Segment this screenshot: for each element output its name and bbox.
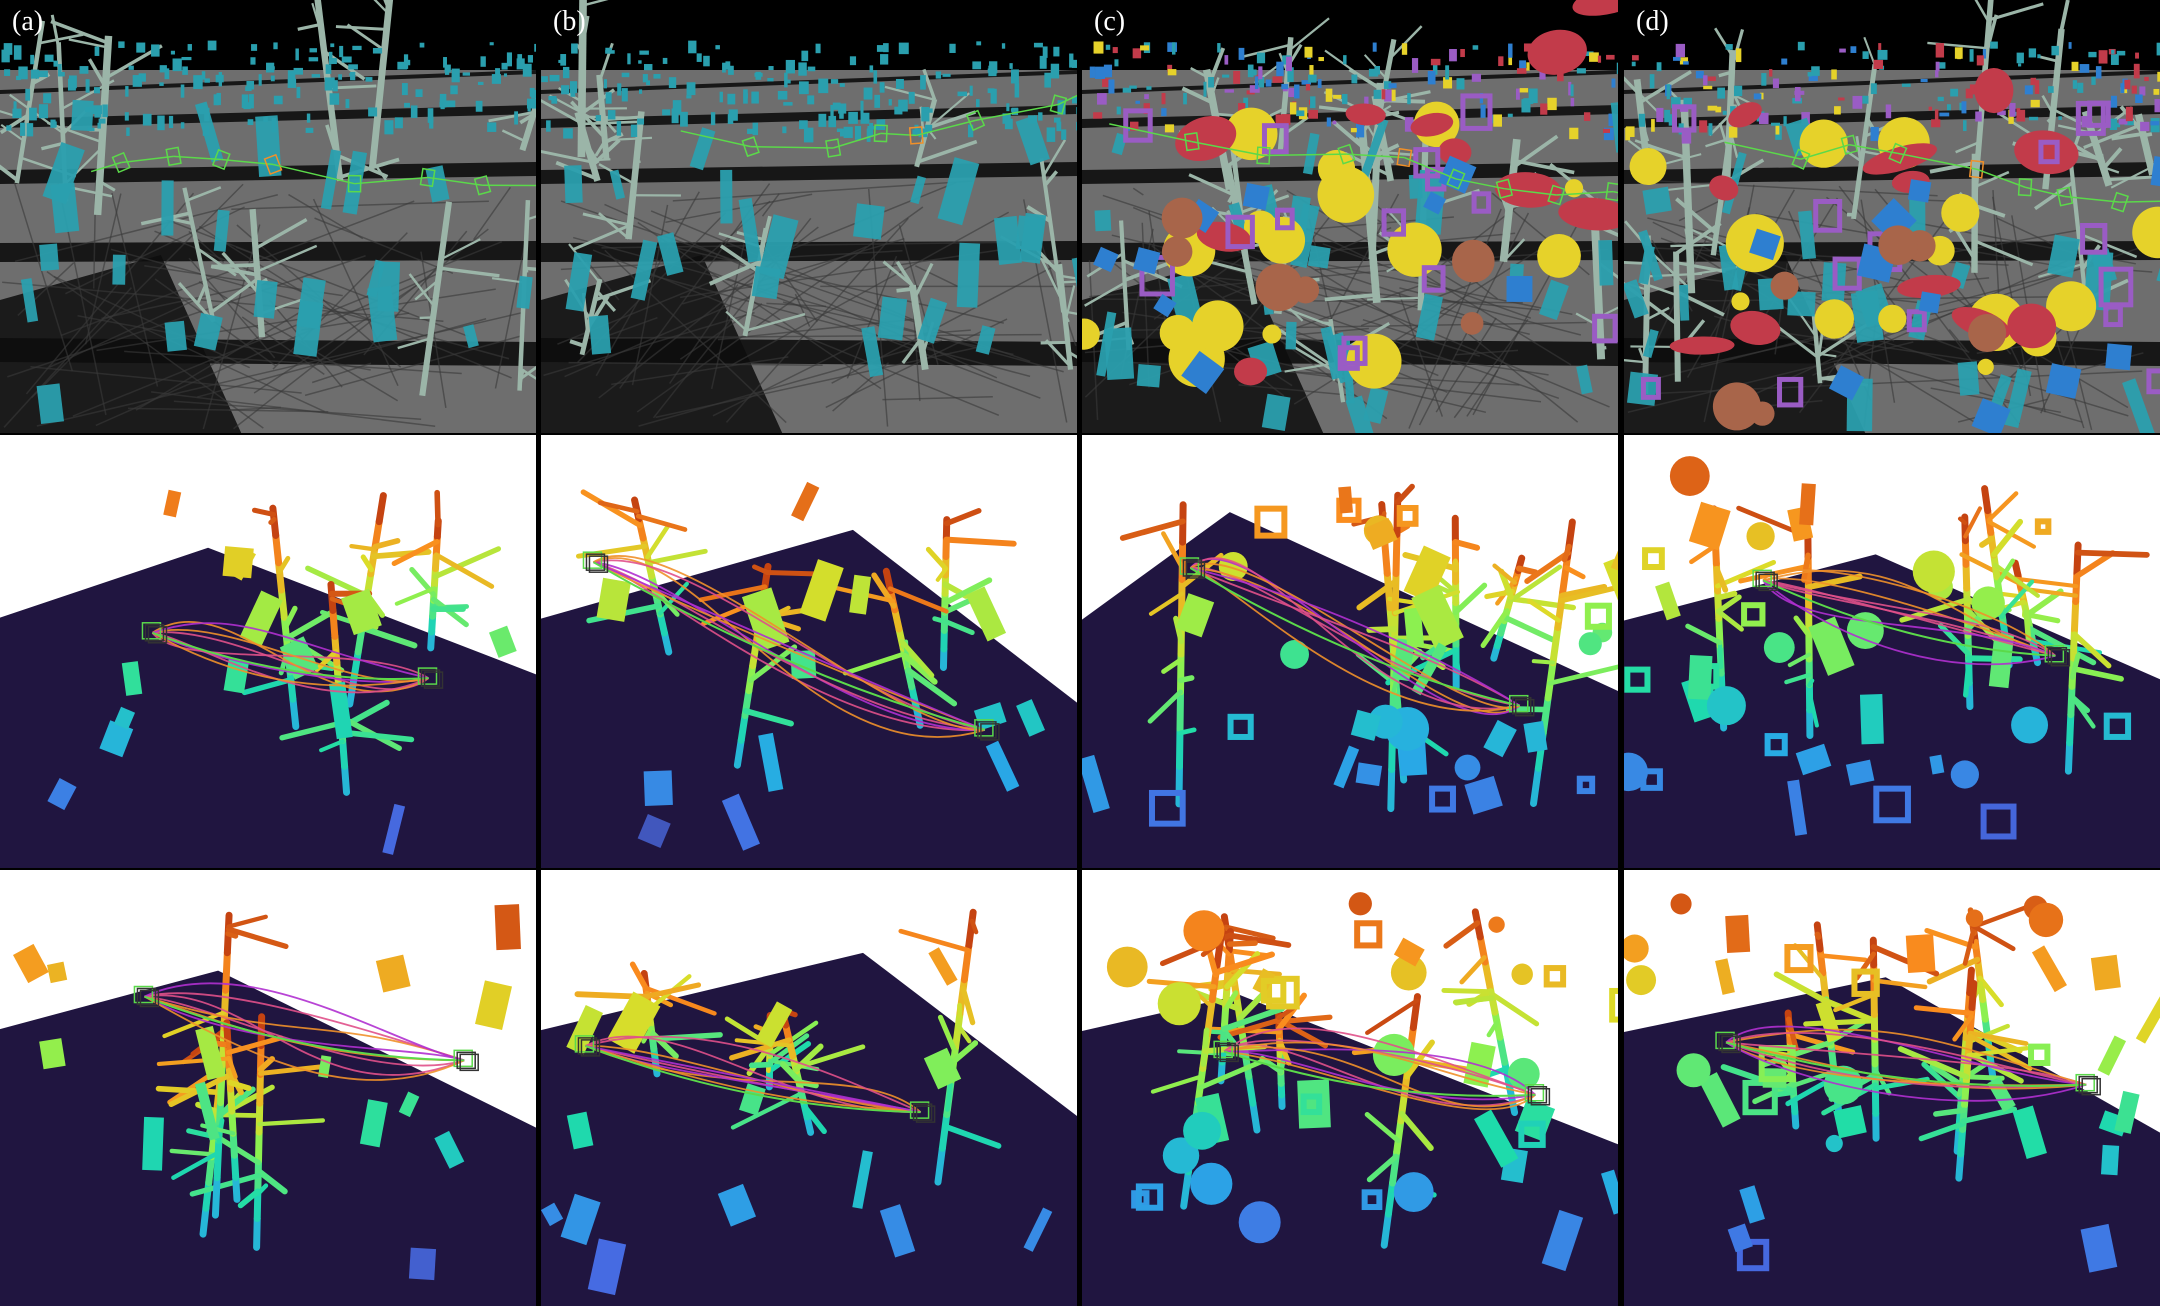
point-cloud-view <box>1082 435 1618 868</box>
point-cloud-render <box>1082 870 1618 1306</box>
mixed-obstacles <box>1082 0 1618 394</box>
camera-frames <box>1213 1040 1551 1106</box>
planned-path <box>1724 134 2160 213</box>
point-cloud-view <box>1082 870 1618 1306</box>
point-cloud-obstacles <box>47 489 517 855</box>
panel-label: (c) <box>1094 6 1126 37</box>
box-obstacles <box>564 115 1077 378</box>
point-cloud-render <box>1624 435 2160 868</box>
point-cloud-view <box>1624 435 2160 868</box>
distant-obstacles <box>1 40 536 137</box>
ground-plane <box>0 547 536 868</box>
camera-frames <box>582 551 1000 741</box>
column-b: (b) <box>541 0 1077 1306</box>
simulation-render <box>0 0 536 433</box>
simulation-render <box>541 0 1077 433</box>
camera-frames <box>574 1035 936 1123</box>
point-cloud-trees <box>575 489 1017 769</box>
panel-label: (d) <box>1636 6 1669 37</box>
column-a: (a) <box>0 0 536 1306</box>
camera-frames <box>1752 569 2071 667</box>
box-obstacles <box>20 99 533 424</box>
simulation-render <box>1624 0 2160 433</box>
planned-path <box>1109 123 1618 206</box>
trajectories <box>144 982 465 1081</box>
point-cloud-render <box>0 870 536 1306</box>
point-cloud-obstacles <box>1082 486 1618 827</box>
ground-plane <box>0 970 536 1306</box>
camera-frames <box>141 622 444 689</box>
point-cloud-render <box>541 435 1077 868</box>
point-cloud-render <box>1082 435 1618 868</box>
simulation-view <box>1624 0 2160 433</box>
point-cloud-trees <box>1119 483 1618 813</box>
trajectories <box>585 1035 922 1114</box>
panel-label: (b) <box>553 6 586 37</box>
panel-label: (a) <box>12 6 44 37</box>
trajectories <box>151 620 430 694</box>
ground-plane <box>1082 995 1618 1306</box>
simulation-view <box>1082 0 1618 433</box>
point-cloud-render <box>0 435 536 868</box>
planned-path <box>680 94 1077 158</box>
point-cloud-view <box>541 435 1077 868</box>
trajectories <box>1725 1025 2087 1102</box>
simulation-render <box>1082 0 1618 433</box>
point-cloud-render <box>1624 870 2160 1306</box>
simulation-view <box>0 0 536 433</box>
point-cloud-obstacles <box>13 904 521 1281</box>
point-cloud-render <box>541 870 1077 1306</box>
camera-frames <box>1179 557 1535 717</box>
tree-obstacles <box>541 0 1077 371</box>
trajectories <box>1189 557 1521 715</box>
point-cloud-obstacles <box>1624 456 2132 840</box>
trajectories <box>1223 1027 1537 1111</box>
trajectories <box>592 555 986 738</box>
point-cloud-view <box>0 870 536 1306</box>
column-c: (c) <box>1082 0 1618 1306</box>
planned-path <box>90 146 536 196</box>
point-cloud-view <box>1624 870 2160 1306</box>
trajectories <box>1762 569 2056 666</box>
point-cloud-view <box>541 870 1077 1306</box>
mixed-obstacles <box>1629 67 2160 433</box>
column-d: (d) <box>1624 0 2160 1306</box>
simulation-view <box>541 0 1077 433</box>
point-cloud-obstacles <box>541 947 1053 1296</box>
camera-frames <box>1715 1031 2101 1096</box>
distant-obstacles <box>541 40 1077 143</box>
camera-frames <box>133 985 479 1072</box>
point-cloud-view <box>0 435 536 868</box>
